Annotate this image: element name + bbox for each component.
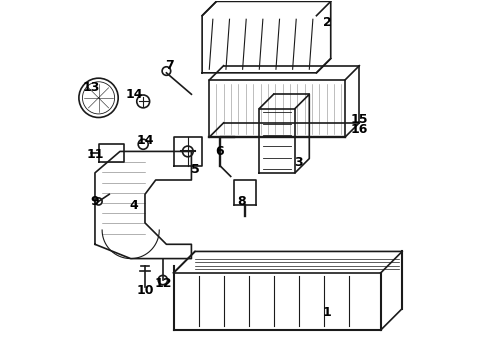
- Text: 10: 10: [136, 284, 154, 297]
- Text: 1: 1: [323, 306, 332, 319]
- Text: 12: 12: [154, 277, 172, 290]
- Text: 8: 8: [237, 195, 246, 208]
- Text: 6: 6: [216, 145, 224, 158]
- Text: 16: 16: [351, 123, 368, 136]
- Text: 5: 5: [191, 163, 199, 176]
- Text: 11: 11: [86, 148, 104, 162]
- Text: 9: 9: [91, 195, 99, 208]
- Text: 2: 2: [323, 16, 332, 29]
- Text: 15: 15: [350, 113, 368, 126]
- Text: 14: 14: [136, 134, 154, 147]
- Text: 13: 13: [83, 81, 100, 94]
- Text: 7: 7: [166, 59, 174, 72]
- Text: 4: 4: [130, 198, 139, 212]
- Text: 3: 3: [294, 156, 303, 168]
- Text: 14: 14: [125, 88, 143, 101]
